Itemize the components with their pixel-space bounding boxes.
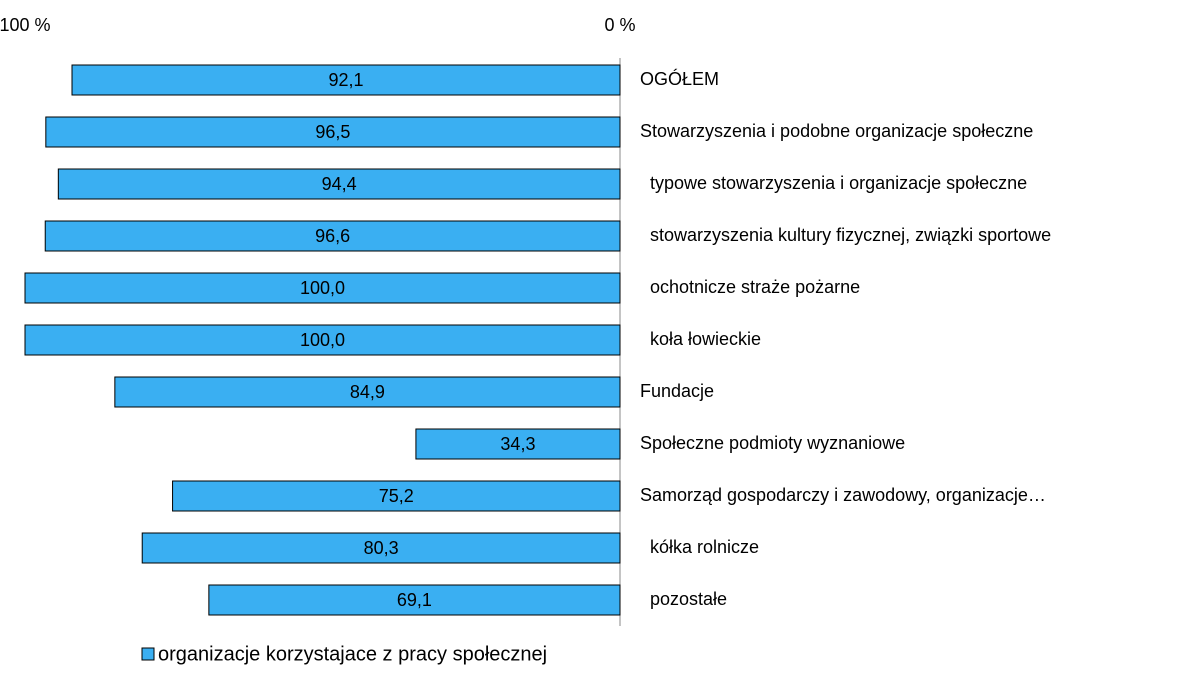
bar <box>208 584 621 616</box>
category-label: Fundacje <box>640 381 714 401</box>
bar <box>24 324 621 356</box>
bar <box>114 376 621 408</box>
category-label: koła łowieckie <box>640 329 761 349</box>
value-label: 94,4 <box>322 174 357 194</box>
category-label: kółka rolnicze <box>640 537 759 557</box>
value-label: 84,9 <box>350 382 385 402</box>
bar <box>45 116 621 148</box>
x-tick-label: 0 % <box>604 15 635 35</box>
bar <box>141 532 621 564</box>
x-tick-label: 100 % <box>0 15 51 35</box>
category-label: Społeczne podmioty wyznaniowe <box>640 433 905 453</box>
value-label: 34,3 <box>500 434 535 454</box>
category-label: Stowarzyszenia i podobne organizacje spo… <box>640 121 1033 141</box>
category-label: stowarzyszenia kultury fizycznej, związk… <box>640 225 1051 245</box>
bar <box>24 272 621 304</box>
value-label: 69,1 <box>397 590 432 610</box>
value-label: 80,3 <box>364 538 399 558</box>
category-label: ochotnicze straże pożarne <box>640 277 860 297</box>
category-label: pozostałe <box>640 589 727 609</box>
legend-label: organizacje korzystajace z pracy społecz… <box>158 643 547 665</box>
value-label: 75,2 <box>379 486 414 506</box>
category-label: OGÓŁEM <box>640 68 719 89</box>
value-label: 96,5 <box>315 122 350 142</box>
bar <box>57 168 621 200</box>
bar <box>172 480 621 512</box>
legend-swatch <box>141 647 155 661</box>
value-label: 100,0 <box>300 278 345 298</box>
value-label: 100,0 <box>300 330 345 350</box>
bar <box>44 220 621 252</box>
value-label: 96,6 <box>315 226 350 246</box>
value-label: 92,1 <box>328 70 363 90</box>
bar <box>415 428 621 460</box>
category-label: Samorząd gospodarczy i zawodowy, organiz… <box>640 485 1046 505</box>
category-label: typowe stowarzyszenia i organizacje społ… <box>640 173 1027 193</box>
bar <box>71 64 621 96</box>
